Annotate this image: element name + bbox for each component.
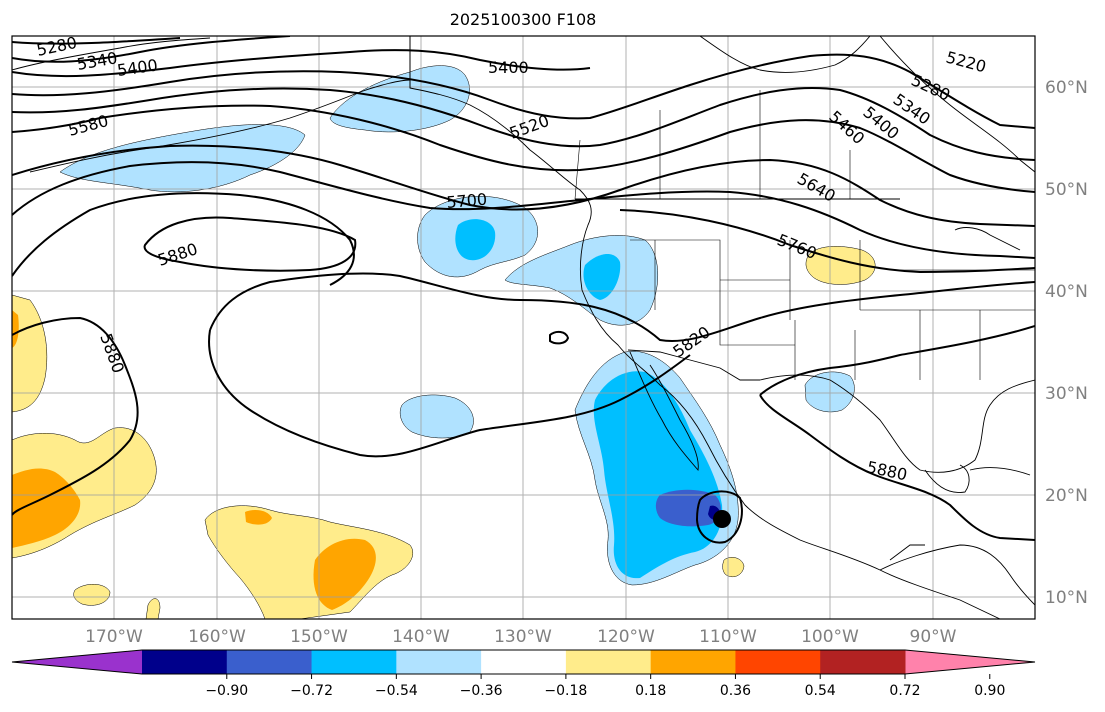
negative-anomaly-region-california <box>504 235 659 326</box>
contour-5580 <box>12 104 1035 193</box>
coastline-yucatan <box>924 464 970 493</box>
lat-label: 50°N <box>1045 180 1088 200</box>
contour-5700 <box>12 161 1035 259</box>
border-mexico-guatemala <box>889 544 925 561</box>
colorbar-segment <box>820 650 906 674</box>
positive-anomaly-region-small-3 <box>145 598 161 619</box>
contour-5340-nw <box>12 36 291 63</box>
coastline-central-america <box>879 544 1035 606</box>
coastline-alaska-north <box>12 37 211 71</box>
contour-5880-west-loop <box>143 216 357 272</box>
map-content <box>12 36 1035 619</box>
contour-5820 <box>209 272 1035 342</box>
colorbar-segment <box>650 650 736 674</box>
colorbar-tick-label: −0.18 <box>544 683 587 699</box>
lon-label: 130°W <box>494 627 552 647</box>
contour-5400-nw <box>12 49 591 78</box>
longitude-labels: 170°W 160°W 150°W 140°W 130°W 120°W 110°… <box>85 627 957 647</box>
lat-label: 60°N <box>1045 78 1088 98</box>
moderate-positive-anomaly-far-west <box>12 310 19 348</box>
colorbar-segment <box>481 650 567 674</box>
colorbar-tick-label: 0.90 <box>974 683 1005 699</box>
colorbar-tick-label: 0.54 <box>805 683 836 699</box>
contour-label-5700: 5700 <box>446 190 488 212</box>
lat-label: 40°N <box>1045 282 1088 302</box>
map-border <box>11 35 1036 620</box>
coastline-canada-east <box>879 36 1035 173</box>
colorbar-extend-high <box>905 650 1035 674</box>
moderate-positive-anomaly-hawaii <box>245 510 272 525</box>
positive-anomaly-region-hawaii-south <box>204 505 414 619</box>
contour-5880-east <box>759 325 1035 541</box>
contour-5760 <box>12 192 1035 286</box>
colorbar-segment <box>311 650 397 674</box>
colorbar-tick-label: 0.18 <box>635 683 666 699</box>
contour-5880-west <box>12 316 139 516</box>
contour-5520 <box>12 86 1035 161</box>
coastline-cuba <box>969 467 1031 476</box>
lat-label: 20°N <box>1045 486 1088 506</box>
moderate-negative-anomaly-california <box>583 254 621 300</box>
latitude-labels: 60°N 50°N 40°N 30°N 20°N 10°N <box>1045 78 1088 608</box>
lon-label: 120°W <box>597 627 655 647</box>
state-borders <box>630 239 1035 380</box>
moderate-negative-anomaly-offshore <box>455 219 496 261</box>
contour-5280-nw <box>12 37 181 45</box>
contour-cyclone-closed-loop <box>695 490 743 544</box>
great-lakes <box>954 227 1021 251</box>
colorbar-segment <box>226 650 313 674</box>
map-title: 2025100300 F108 <box>450 10 597 29</box>
contour-5640 <box>12 144 1035 227</box>
contour-label-5400-north: 5400 <box>488 58 529 77</box>
moderate-positive-anomaly-hawaii-south <box>313 538 376 610</box>
colorbar-tick-label: 0.72 <box>889 683 920 699</box>
lon-label: 90°W <box>910 627 957 647</box>
coastline-alaska <box>29 79 411 173</box>
contour-5880-central <box>208 329 691 458</box>
lat-label: 30°N <box>1045 384 1088 404</box>
contour-5460 <box>12 53 1035 129</box>
colorbar-tick-label: −0.36 <box>460 683 503 699</box>
coastline-north-america-west <box>409 36 1001 619</box>
lat-label: 10°N <box>1045 588 1088 608</box>
lon-label: 170°W <box>85 627 143 647</box>
colorbar-outline <box>11 649 1036 675</box>
negative-anomaly-region-gulf-alaska <box>329 65 470 133</box>
coastline-hudson-bay <box>699 36 871 73</box>
contour-small-closed-loop <box>549 330 570 345</box>
lon-label: 150°W <box>290 627 348 647</box>
colorbar-tick-label: −0.90 <box>205 683 248 699</box>
colorbar-segment <box>142 650 228 674</box>
lon-label: 110°W <box>699 627 757 647</box>
colorbar-segment <box>735 650 821 674</box>
tropical-cyclone-marker <box>713 510 731 528</box>
lat-lon-grid <box>12 36 1035 619</box>
colorbar-tick-label: −0.72 <box>290 683 333 699</box>
colorbar-segment <box>396 650 482 674</box>
coastline-gulf-of-mexico <box>759 374 1035 473</box>
colorbar-segment <box>565 650 652 674</box>
colorbar-extend-low <box>12 650 142 674</box>
lon-label: 160°W <box>188 627 246 647</box>
lon-label: 140°W <box>392 627 450 647</box>
strong-negative-anomaly-core <box>655 489 721 527</box>
colorbar-tick-label: −0.54 <box>375 683 418 699</box>
border-us-mexico <box>627 349 760 381</box>
coastline-baja <box>629 351 699 472</box>
colorbar-tick-label: 0.36 <box>720 683 751 699</box>
colorbar: −0.90 −0.72 −0.54 −0.36 −0.18 0.18 0.36 0.54 0.7… <box>11 649 1036 699</box>
lon-label: 100°W <box>801 627 859 647</box>
height-contours <box>12 36 1035 544</box>
